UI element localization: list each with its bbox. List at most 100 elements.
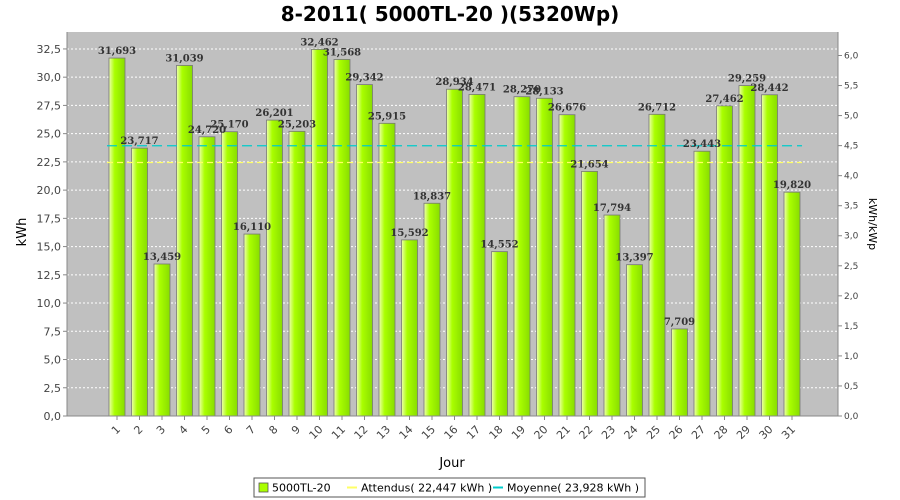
bar-day-17 bbox=[468, 94, 486, 417]
y-right-tick-label-0,5: 0,5 bbox=[844, 382, 858, 392]
y-right-tick-label-1,0: 1,0 bbox=[844, 352, 859, 362]
bar-day-9 bbox=[288, 130, 306, 417]
bar-day-14 bbox=[401, 239, 418, 417]
x-axis-ticks: 1 2 3 4 5 6 7 8 9 10 11 12 13 14 15 16 17 18 19 20 21 22 23 24 2… bbox=[109, 416, 798, 442]
y-right-tick-label-5,5: 5,5 bbox=[844, 82, 858, 92]
bar-day-28 bbox=[716, 105, 733, 417]
data-label-day-13: 25,915 bbox=[368, 111, 406, 122]
bar-day-16 bbox=[446, 88, 463, 417]
legend-label-attendus: Attendus( 22,447 kWh ) bbox=[361, 482, 492, 495]
y-tick-label-17,5: 17,5 bbox=[37, 212, 62, 225]
y-tick-label-25,0: 25,0 bbox=[37, 128, 62, 141]
y-tick-label-32,5: 32,5 bbox=[37, 43, 62, 56]
data-label-day-16: 28,934 bbox=[435, 77, 473, 88]
y-tick-label-10,0: 10,0 bbox=[37, 297, 62, 310]
bar-day-12 bbox=[356, 84, 373, 417]
data-label-day-1: 31,693 bbox=[98, 46, 136, 57]
bar-day-5 bbox=[198, 136, 216, 417]
y-axis-right-ticks: 0,0 0,5 1,0 1,5 2,0 2,5 3,0 3,5 4,0 4,5 5,0 5,5 6,0 bbox=[838, 51, 859, 422]
x-axis-label: Jour bbox=[438, 456, 465, 471]
data-label-day-14: 15,592 bbox=[390, 228, 428, 239]
legend-label-series: 5000TL-20 bbox=[272, 482, 331, 495]
bar-day-25 bbox=[648, 113, 666, 417]
y-axis-label: kWh bbox=[15, 218, 30, 247]
bar-day-7 bbox=[243, 233, 261, 417]
y-right-tick-label-2,0: 2,0 bbox=[844, 292, 859, 302]
y-tick-label-20,0: 20,0 bbox=[37, 184, 62, 197]
bar-day-18 bbox=[491, 251, 508, 417]
reference-lines bbox=[107, 145, 802, 164]
data-label-day-26: 7,709 bbox=[664, 317, 695, 328]
data-label-day-29: 29,259 bbox=[728, 74, 766, 85]
data-label-day-23: 17,794 bbox=[593, 203, 631, 214]
bar-day-11 bbox=[333, 59, 351, 417]
legend-box bbox=[253, 477, 646, 498]
y-tick-label-0,0: 0,0 bbox=[44, 410, 62, 423]
data-label-day-28: 27,462 bbox=[705, 94, 743, 105]
bar-day-27 bbox=[693, 150, 711, 417]
data-label-day-20: 28,133 bbox=[525, 86, 563, 97]
data-label-day-19: 28,270 bbox=[503, 85, 541, 96]
y-right-tick-label-2,5: 2,5 bbox=[844, 262, 858, 272]
bar-day-23 bbox=[603, 214, 621, 417]
data-label-day-9: 25,203 bbox=[278, 119, 316, 130]
data-label-day-2: 23,717 bbox=[120, 136, 158, 147]
data-label-day-6: 25,170 bbox=[210, 120, 248, 131]
bar-day-29 bbox=[738, 85, 756, 417]
data-label-day-4: 31,039 bbox=[165, 53, 203, 64]
data-label-day-15: 18,837 bbox=[413, 191, 451, 202]
data-label-day-30: 28,442 bbox=[750, 83, 788, 94]
y-tick-label-5,0: 5,0 bbox=[44, 354, 62, 367]
y-tick-label-12,5: 12,5 bbox=[37, 269, 62, 282]
y-axis-right-label: kWh/kWp bbox=[866, 198, 879, 250]
data-label-day-21: 26,676 bbox=[548, 103, 586, 114]
data-label-day-18: 14,552 bbox=[480, 240, 518, 251]
bar-day-30 bbox=[761, 94, 778, 417]
y-tick-label-27,5: 27,5 bbox=[37, 99, 62, 112]
legend-label-moyenne: Moyenne( 23,928 kWh ) bbox=[507, 482, 639, 495]
bar-day-6 bbox=[221, 131, 238, 417]
data-label-day-31: 19,820 bbox=[773, 180, 811, 191]
data-label-day-12: 29,342 bbox=[345, 73, 383, 84]
y-tick-label-7,5: 7,5 bbox=[44, 325, 62, 338]
data-label-day-25: 26,712 bbox=[638, 102, 676, 113]
bar-day-2 bbox=[131, 147, 148, 417]
y-tick-label-15,0: 15,0 bbox=[37, 241, 62, 254]
y-right-tick-label-5,0: 5,0 bbox=[844, 112, 859, 122]
bar-day-19 bbox=[513, 96, 531, 417]
y-tick-label-30,0: 30,0 bbox=[37, 71, 62, 84]
y-right-tick-label-6,0: 6,0 bbox=[844, 51, 859, 61]
y-right-tick-label-3,5: 3,5 bbox=[844, 202, 858, 212]
axes bbox=[66, 32, 839, 417]
bar-day-10 bbox=[311, 48, 328, 417]
data-label-day-8: 26,201 bbox=[255, 108, 293, 119]
bar-day-31 bbox=[783, 191, 801, 417]
data-label-day-7: 16,110 bbox=[233, 222, 271, 233]
y-right-tick-label-4,0: 4,0 bbox=[844, 172, 859, 182]
y-right-tick-label-0,0: 0,0 bbox=[844, 412, 859, 422]
bar-day-3 bbox=[153, 263, 171, 417]
data-label-day-17: 28,471 bbox=[458, 82, 496, 93]
bar-day-4 bbox=[176, 65, 193, 417]
bar-day-26 bbox=[671, 328, 688, 417]
bar-day-13 bbox=[378, 122, 396, 417]
chart-title: 8-2011( 5000TL-20 )(5320Wp) bbox=[281, 2, 620, 26]
bar-day-24 bbox=[626, 264, 643, 417]
data-label-day-22: 21,654 bbox=[570, 159, 608, 170]
legend-swatch-series bbox=[258, 482, 269, 493]
y-tick-label-22,5: 22,5 bbox=[37, 156, 62, 169]
data-label-day-11: 31,568 bbox=[323, 47, 361, 58]
legend: 5000TL-20 Attendus( 22,447 kWh ) Moyenne( … bbox=[253, 477, 646, 498]
bars bbox=[108, 48, 801, 417]
data-label-day-10: 32,462 bbox=[300, 37, 338, 48]
data-label-day-3: 13,459 bbox=[143, 252, 181, 263]
y-right-tick-label-1,5: 1,5 bbox=[844, 322, 858, 332]
y-tick-label-2,5: 2,5 bbox=[44, 382, 62, 395]
y-right-tick-label-3,0: 3,0 bbox=[844, 232, 859, 242]
data-label-day-5: 24,720 bbox=[188, 125, 226, 136]
y-axis-ticks: 0,0 2,5 5,0 7,5 10,0 12,5 15,0 17,5 20,0 22,5 25,0… bbox=[37, 43, 67, 423]
data-label-day-24: 13,397 bbox=[615, 253, 653, 264]
bar-day-8 bbox=[266, 119, 283, 417]
